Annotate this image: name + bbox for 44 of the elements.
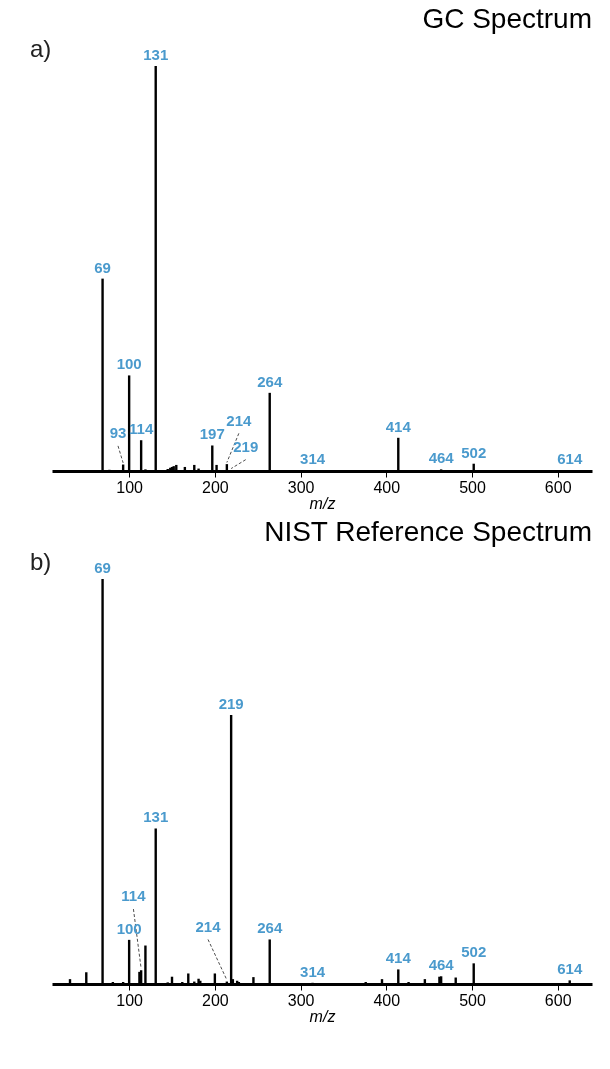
annotation: 219 (233, 438, 259, 456)
x-tick-label: 500 (459, 991, 486, 1009)
x-tick-label: 300 (287, 478, 315, 496)
annotation: 314 (300, 962, 326, 980)
annotation: 502 (461, 943, 487, 961)
x-tick-label: 200 (202, 991, 229, 1009)
annotation: 214 (195, 917, 222, 935)
x-tick-label: 400 (373, 991, 401, 1009)
x-tick-label: 300 (287, 991, 315, 1009)
x-tick-label: 100 (116, 478, 144, 496)
x-tick-label: 400 (373, 478, 401, 496)
x-axis-title: m/z (309, 1007, 336, 1025)
annotation: 414 (385, 949, 412, 967)
x-tick-label: 500 (459, 478, 486, 496)
annotation: 100 (116, 355, 142, 373)
x-tick-label: 100 (116, 991, 144, 1009)
annotation: 314 (300, 450, 326, 468)
x-tick-label: 200 (202, 478, 229, 496)
annotation: 464 (428, 956, 455, 974)
annotation: 114 (129, 420, 154, 438)
annotation: 219 (218, 695, 244, 713)
annotation: 414 (385, 417, 412, 435)
text: a) (30, 35, 52, 62)
annotation: 69 (94, 559, 111, 576)
annotation: 264 (257, 372, 283, 390)
annotation: 131 (143, 808, 169, 826)
x-axis-title: m/z (309, 494, 336, 512)
annotation: 614 (557, 450, 583, 468)
chart-title: GC Spectrum (422, 3, 592, 34)
annotation: 214 (226, 411, 253, 429)
annotation: 502 (461, 443, 487, 461)
annotation: 464 (428, 449, 455, 467)
annotation: 100 (116, 919, 142, 937)
text: b) (30, 548, 52, 575)
chart-title: NIST Reference Spectrum (264, 516, 592, 547)
annotation: 114 (121, 887, 147, 905)
x-tick-label: 600 (544, 991, 572, 1009)
annotation: 93 (109, 424, 127, 442)
annotation: 197 (199, 425, 225, 443)
x-tick-label: 600 (544, 478, 572, 496)
annotation: 614 (557, 960, 583, 978)
annotation: 264 (257, 919, 283, 937)
annotation: 131 (143, 46, 169, 63)
annotation: 69 (94, 258, 111, 276)
